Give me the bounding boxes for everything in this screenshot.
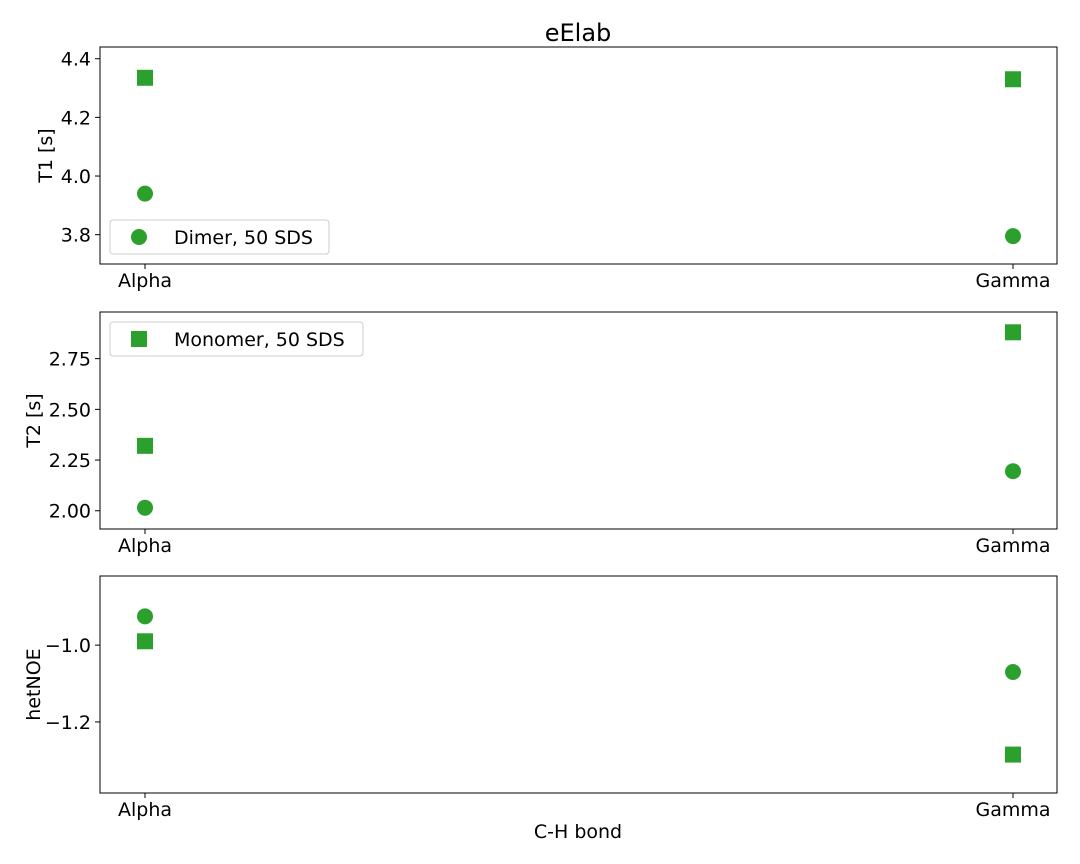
square-point bbox=[137, 437, 153, 454]
y-tick-label: 4.4 bbox=[61, 49, 91, 71]
x-tick-label: Alpha bbox=[118, 535, 172, 557]
square-point bbox=[1005, 324, 1021, 341]
chart-title: eElab bbox=[545, 19, 612, 47]
panel-3: −1.2 −1.0 Alpha Gamma hetNOE bbox=[23, 575, 1058, 821]
y-tick-label: −1.2 bbox=[45, 712, 91, 734]
square-point bbox=[1005, 746, 1021, 763]
y-tick-label: 2.25 bbox=[49, 450, 91, 472]
circle-point bbox=[1005, 463, 1021, 480]
legend-label: Monomer, 50 SDS bbox=[174, 329, 345, 351]
legend-circle-marker bbox=[131, 229, 147, 245]
x-axis-label: C-H bond bbox=[534, 821, 622, 843]
x-tick-label: Gamma bbox=[975, 799, 1050, 821]
panels-container: 3.8 4.0 4.2 4.4 Alpha Gamma T1 [s] Dimer, 50 SD… bbox=[23, 46, 1058, 821]
legend: Monomer, 50 SDS bbox=[109, 321, 364, 357]
legend-label: Dimer, 50 SDS bbox=[174, 227, 313, 249]
y-tick-label: −1.0 bbox=[45, 635, 91, 657]
y-tick-label: 2.75 bbox=[49, 349, 91, 371]
x-tick-label: Alpha bbox=[118, 799, 172, 821]
panel-2: 2.00 2.25 2.50 2.75 Alpha Gamma T2 [s] Monomer,… bbox=[23, 311, 1058, 557]
panel-1: 3.8 4.0 4.2 4.4 Alpha Gamma T1 [s] Dimer, 50 SD… bbox=[35, 46, 1058, 292]
circle-point bbox=[137, 499, 153, 516]
circle-point bbox=[137, 185, 153, 202]
y-tick-label: 3.8 bbox=[61, 225, 91, 247]
legend-frame bbox=[109, 321, 364, 357]
circle-point bbox=[1005, 228, 1021, 245]
y-tick-label: 4.0 bbox=[61, 166, 91, 188]
circle-point bbox=[137, 608, 153, 625]
axes-frame bbox=[99, 46, 1058, 265]
axes-frame bbox=[99, 575, 1058, 794]
x-tick-label: Alpha bbox=[118, 270, 172, 292]
y-tick-label: 4.2 bbox=[61, 107, 91, 129]
y-tick-label: 2.50 bbox=[49, 399, 91, 421]
y-tick-label: 2.00 bbox=[49, 501, 91, 523]
y-axis-label: T1 [s] bbox=[35, 128, 57, 183]
y-axis-label: hetNOE bbox=[23, 648, 45, 720]
legend: Dimer, 50 SDS bbox=[109, 219, 330, 255]
y-axis-label: T2 [s] bbox=[23, 393, 45, 448]
legend-frame bbox=[109, 219, 330, 255]
x-tick-label: Gamma bbox=[975, 535, 1050, 557]
legend-square-marker bbox=[131, 331, 147, 347]
square-point bbox=[137, 69, 153, 86]
x-tick-label: Gamma bbox=[975, 270, 1050, 292]
axes-frame bbox=[99, 311, 1058, 530]
square-point bbox=[137, 633, 153, 650]
square-point bbox=[1005, 71, 1021, 88]
circle-point bbox=[1005, 664, 1021, 681]
